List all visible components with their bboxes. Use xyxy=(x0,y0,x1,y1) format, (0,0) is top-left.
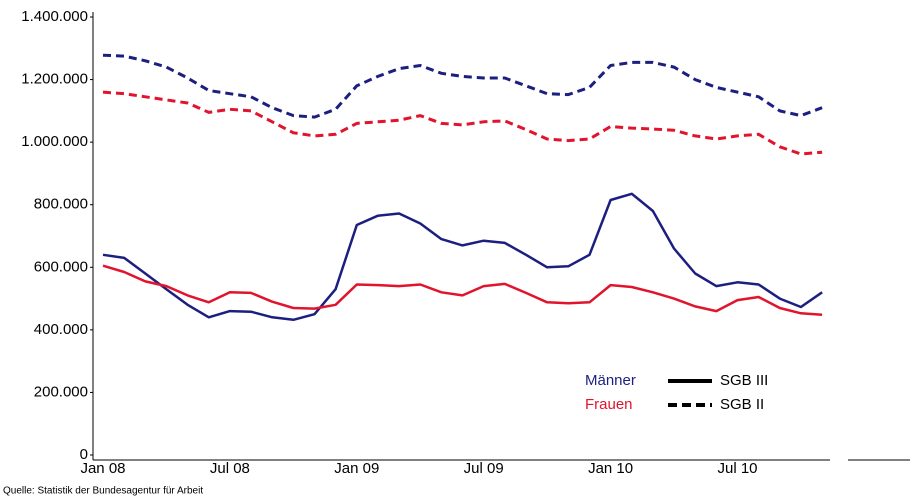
x-tick-label: Jul 10 xyxy=(717,460,757,477)
x-tick-label: Jan 08 xyxy=(80,460,125,477)
legend-label: SGB II xyxy=(720,396,764,413)
series-line xyxy=(102,264,823,317)
y-tick-label: 800.000 xyxy=(34,196,88,213)
y-tick-label: 1.200.000 xyxy=(21,71,88,88)
series-line xyxy=(102,192,823,322)
y-tick-label: 400.000 xyxy=(34,321,88,338)
legend-label: SGB III xyxy=(720,372,768,389)
series-line xyxy=(102,53,823,119)
y-tick-label: 1.400.000 xyxy=(21,8,88,25)
source: Quelle: Statistik der Bundesagentur für … xyxy=(3,486,203,497)
legend-label: Frauen xyxy=(585,396,633,413)
legend-label: Männer xyxy=(585,372,636,389)
y-tick-label: 1.000.000 xyxy=(21,133,88,150)
x-tick-label: Jan 09 xyxy=(334,460,379,477)
y-tick-label: 0 xyxy=(80,446,88,463)
x-tick-label: Jul 09 xyxy=(464,460,504,477)
series-line xyxy=(102,90,823,156)
y-tick-label: 600.000 xyxy=(34,258,88,275)
x-tick-label: Jan 10 xyxy=(588,460,633,477)
y-tick-label: 200.000 xyxy=(34,383,88,400)
x-tick-label: Jul 08 xyxy=(210,460,250,477)
